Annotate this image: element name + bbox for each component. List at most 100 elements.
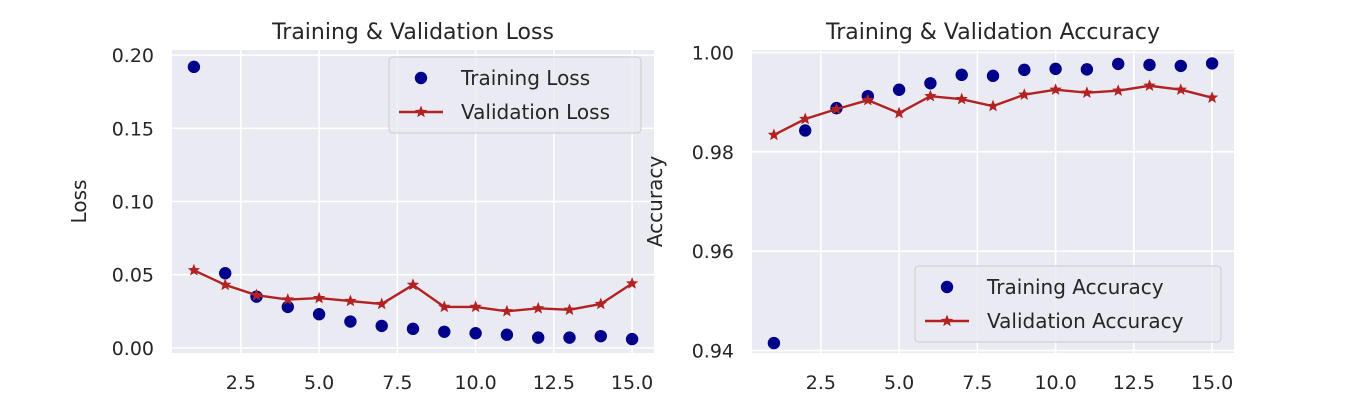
validation-point <box>469 300 482 313</box>
series-2 <box>187 263 639 317</box>
validation-point <box>924 89 937 102</box>
validation-point <box>594 297 607 310</box>
validation-point <box>1205 91 1219 103</box>
validation-point <box>1143 79 1156 92</box>
training-point <box>375 319 388 333</box>
training-point <box>1174 59 1187 73</box>
series-1 <box>767 57 1219 350</box>
training-point <box>767 336 781 350</box>
training-point <box>1143 58 1156 72</box>
y-tick-label: 0.98 <box>692 142 734 164</box>
validation-point <box>406 278 420 291</box>
training-point <box>799 124 812 137</box>
training-point <box>594 329 607 343</box>
validation-point <box>1174 83 1187 95</box>
x-tick-label: 15.0 <box>611 372 653 394</box>
x-tick-label: 5.0 <box>304 372 334 394</box>
chart-title: Training & Validation Loss <box>271 20 554 45</box>
validation-point <box>767 128 781 141</box>
training-point <box>187 60 201 74</box>
y-tick-label: 0.10 <box>112 192 154 214</box>
validation-point <box>563 303 576 316</box>
legend-label: Training Loss <box>460 66 590 90</box>
training-point <box>281 300 295 314</box>
training-point <box>625 332 639 346</box>
training-point <box>531 331 545 344</box>
validation-point <box>438 300 451 313</box>
validation-point <box>955 92 968 105</box>
y-axis-label: Accuracy <box>643 156 667 247</box>
y-tick-label: 0.94 <box>692 341 734 363</box>
chart-panel-1: 2.5 5.0 7.5 10.0 12.5 15.0 0.00 0.05 0.10 0.15 0.2… <box>67 20 654 394</box>
x-tick-label: 7.5 <box>382 372 412 394</box>
validation-point <box>830 102 843 115</box>
chart-title: Training & Validation Accuracy <box>825 20 1160 45</box>
training-point <box>955 68 968 82</box>
validation-point <box>250 288 263 301</box>
series-2 <box>767 79 1219 141</box>
validation-point <box>1049 83 1062 95</box>
validation-point <box>375 297 388 310</box>
y-axis-label: Loss <box>67 180 91 224</box>
y-tick-label: 0.96 <box>692 241 734 263</box>
y-tick-label: 0.00 <box>112 338 154 360</box>
training-point <box>312 308 326 321</box>
validation-point <box>187 263 201 276</box>
validation-point <box>625 276 639 289</box>
legend-box <box>388 56 642 134</box>
training-point <box>1018 63 1031 77</box>
legend-label: Validation Accuracy <box>987 309 1184 333</box>
y-tick-label: 0.20 <box>112 45 154 67</box>
legend: Training Loss Validation Loss <box>388 56 642 134</box>
x-tick-label: 12.5 <box>1113 372 1155 394</box>
legend-label: Training Accuracy <box>986 275 1164 299</box>
training-point <box>1080 63 1094 76</box>
validation-point <box>500 304 514 317</box>
legend-marker-dot <box>940 280 954 294</box>
training-point <box>1049 62 1062 76</box>
training-point <box>563 331 576 344</box>
training-point <box>500 328 514 341</box>
validation-point <box>1080 86 1094 98</box>
x-tick-label: 10.0 <box>1034 372 1076 394</box>
legend-box <box>914 265 1222 343</box>
x-tick-label: 10.0 <box>454 372 496 394</box>
legend-label: Validation Loss <box>461 100 610 124</box>
y-tick-label: 1.00 <box>692 42 734 64</box>
chart-panel-2: 2.5 5.0 7.5 10.0 12.5 15.0 0.94 0.96 0.98 1.00 Tra… <box>643 20 1234 394</box>
training-point <box>438 325 451 338</box>
legend: Training Accuracy Validation Accuracy <box>914 265 1222 343</box>
validation-point <box>986 99 1000 112</box>
training-point <box>924 77 937 90</box>
x-tick-label: 15.0 <box>1191 372 1233 394</box>
x-tick-label: 2.5 <box>806 372 836 394</box>
validation-point <box>1018 88 1031 100</box>
training-point <box>469 327 482 340</box>
validation-point <box>861 93 874 106</box>
validation-point <box>532 301 545 314</box>
validation-point <box>281 293 294 305</box>
validation-point <box>219 278 232 291</box>
legend-marker-star <box>414 105 428 118</box>
training-point <box>986 69 1000 83</box>
x-tick-label: 12.5 <box>533 372 575 394</box>
training-point <box>1205 57 1219 70</box>
training-point <box>1111 57 1125 71</box>
training-point <box>892 83 906 96</box>
validation-point <box>1112 84 1125 96</box>
legend-marker-dot <box>414 71 428 85</box>
y-tick-label: 0.15 <box>112 118 154 140</box>
training-point <box>219 267 232 280</box>
x-tick-label: 5.0 <box>884 372 914 394</box>
y-tick-label: 0.05 <box>112 265 154 287</box>
validation-point <box>312 291 326 304</box>
x-tick-label: 2.5 <box>226 372 256 394</box>
validation-point <box>344 294 357 307</box>
training-point <box>344 315 357 328</box>
training-point <box>406 322 420 336</box>
x-tick-label: 7.5 <box>962 372 992 394</box>
validation-point <box>892 106 906 119</box>
validation-point <box>799 112 812 125</box>
legend-marker-star <box>940 314 954 327</box>
